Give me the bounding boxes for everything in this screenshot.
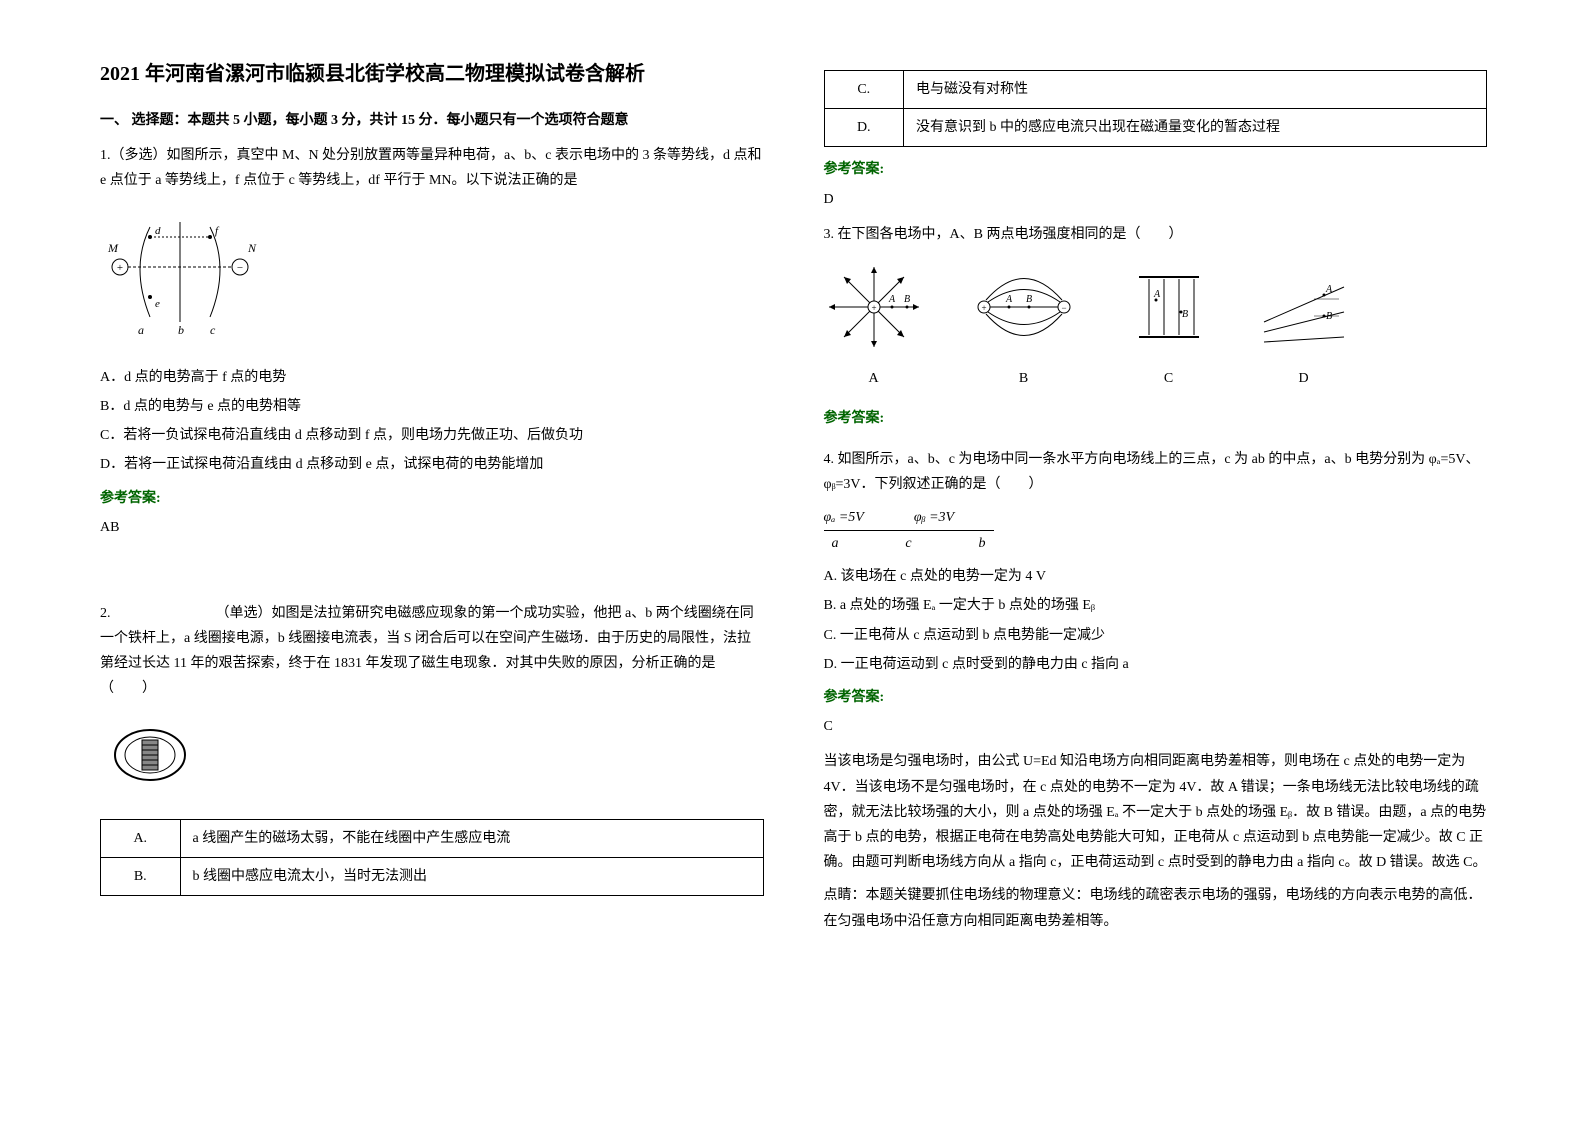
svg-text:+: + — [871, 303, 876, 313]
table-row: A. a 线圈产生的磁场太弱，不能在线圈中产生感应电流 — [101, 819, 764, 857]
q4-text: 4. 如图所示，a、b、c 为电场中同一条水平方向电场线上的三点，c 为 ab … — [824, 447, 1488, 497]
table-row: B. b 线圈中感应电流太小，当时无法测出 — [101, 858, 764, 896]
q2-optC: 电与磁没有对称性 — [904, 71, 1487, 109]
q3-text: 3. 在下图各电场中，A、B 两点电场强度相同的是（ ） — [824, 222, 1488, 247]
svg-text:d: d — [155, 225, 161, 237]
q4-optC: C. 一正电荷从 c 点运动到 b 点电势能一定减少 — [824, 623, 1488, 648]
question-3: 3. 在下图各电场中，A、B 两点电场强度相同的是（ ） + A B — [824, 222, 1488, 432]
q1-answer: AB — [100, 515, 764, 540]
svg-text:B: B — [1326, 311, 1332, 322]
q1-figure: + M − N d f e a — [100, 212, 260, 351]
table-row: D. 没有意识到 b 中的感应电流只出现在磁通量变化的暂态过程 — [824, 109, 1487, 147]
q3-figures: + A B A + — [824, 262, 1488, 391]
q3-labelC: C — [1124, 366, 1214, 391]
q4-answer: C — [824, 714, 1488, 739]
q4-ptC: c — [905, 531, 911, 556]
question-4: 4. 如图所示，a、b、c 为电场中同一条水平方向电场线上的三点，c 为 ab … — [824, 447, 1488, 934]
svg-text:+: + — [117, 262, 123, 274]
q4-figure: φₐ =5V φᵦ =3V a c b — [824, 505, 1488, 556]
svg-text:c: c — [210, 323, 216, 337]
q4-options: A. 该电场在 c 点处的电势一定为 4 V B. a 点处的场强 Eₐ 一定大… — [824, 564, 1488, 677]
q1-optA: A．d 点的电势高于 f 点的电势 — [100, 365, 764, 390]
q1-text: 1.（多选）如图所示，真空中 M、N 处分别放置两等量异种电荷，a、b、c 表示… — [100, 143, 764, 193]
svg-text:A: A — [1005, 294, 1013, 305]
q1-optC: C．若将一负试探电荷沿直线由 d 点移动到 f 点，则电场力先做正功、后做负功 — [100, 423, 764, 448]
q1-optD: D．若将一正试探电荷沿直线由 d 点移动到 e 点，试探电荷的电势能增加 — [100, 452, 764, 477]
svg-text:e: e — [155, 298, 160, 310]
q4-phiB: φᵦ =3V — [914, 505, 954, 530]
q2-answer-label: 参考答案: — [824, 157, 1488, 182]
svg-text:N: N — [247, 241, 257, 255]
q2-optB: b 线圈中感应电流太小，当时无法测出 — [180, 858, 763, 896]
exam-title: 2021 年河南省漯河市临颍县北街学校高二物理模拟试卷含解析 — [100, 60, 764, 88]
svg-text:−: − — [1061, 303, 1066, 313]
table-row: C. 电与磁没有对称性 — [824, 71, 1487, 109]
right-column: C. 电与磁没有对称性 D. 没有意识到 b 中的感应电流只出现在磁通量变化的暂… — [824, 60, 1488, 1062]
q4-ptA: a — [832, 531, 839, 556]
q2-figure — [100, 720, 200, 799]
q1-answer-label: 参考答案: — [100, 486, 764, 511]
svg-text:a: a — [138, 323, 144, 337]
q2-answer: D — [824, 187, 1488, 212]
q3-figA: + A B A — [824, 262, 924, 391]
q4-hint: 点睛：本题关键要抓住电场线的物理意义：电场线的疏密表示电场的强弱，电场线的方向表… — [824, 883, 1488, 933]
q1-options: A．d 点的电势高于 f 点的电势 B．d 点的电势与 e 点的电势相等 C．若… — [100, 365, 764, 478]
q1-optB: B．d 点的电势与 e 点的电势相等 — [100, 394, 764, 419]
svg-text:A: A — [888, 294, 896, 305]
section-1-header: 一、 选择题：本题共 5 小题，每小题 3 分，共计 15 分．每小题只有一个选… — [100, 108, 764, 133]
q3-figB: + − A B B — [964, 262, 1084, 391]
svg-text:B: B — [1026, 294, 1032, 305]
q2-option-table: A. a 线圈产生的磁场太弱，不能在线圈中产生感应电流 B. b 线圈中感应电流… — [100, 819, 764, 896]
q4-ptB: b — [979, 531, 986, 556]
svg-text:B: B — [904, 294, 910, 305]
q4-optB: B. a 点处的场强 Eₐ 一定大于 b 点处的场强 Eᵦ — [824, 593, 1488, 618]
q3-labelB: B — [964, 366, 1084, 391]
q4-optA: A. 该电场在 c 点处的电势一定为 4 V — [824, 564, 1488, 589]
svg-text:B: B — [1182, 309, 1188, 320]
q2-text: 2. （单选）如图是法拉第研究电磁感应现象的第一个成功实验，他把 a、b 两个线… — [100, 601, 764, 702]
svg-text:b: b — [178, 323, 184, 337]
q4-phiA: φₐ =5V — [824, 505, 864, 530]
q2-optD: 没有意识到 b 中的感应电流只出现在磁通量变化的暂态过程 — [904, 109, 1487, 147]
q3-figC: A B C — [1124, 262, 1214, 391]
q4-answer-label: 参考答案: — [824, 685, 1488, 710]
svg-text:−: − — [237, 262, 243, 274]
question-2: 2. （单选）如图是法拉第研究电磁感应现象的第一个成功实验，他把 a、b 两个线… — [100, 601, 764, 896]
left-column: 2021 年河南省漯河市临颍县北街学校高二物理模拟试卷含解析 一、 选择题：本题… — [100, 60, 764, 1062]
q3-labelA: A — [824, 366, 924, 391]
watermark — [100, 555, 764, 591]
q2-option-table-cont: C. 电与磁没有对称性 D. 没有意识到 b 中的感应电流只出现在磁通量变化的暂… — [824, 70, 1488, 147]
q2-optB-label: B. — [101, 858, 181, 896]
q2-optA: a 线圈产生的磁场太弱，不能在线圈中产生感应电流 — [180, 819, 763, 857]
q2-optA-label: A. — [101, 819, 181, 857]
svg-text:M: M — [107, 241, 119, 255]
q4-optD: D. 一正电荷运动到 c 点时受到的静电力由 c 指向 a — [824, 652, 1488, 677]
q3-figD: A B D — [1254, 262, 1354, 391]
svg-text:A: A — [1153, 289, 1161, 300]
q3-answer-label: 参考答案: — [824, 406, 1488, 431]
q4-explanation: 当该电场是匀强电场时，由公式 U=Ed 知沿电场方向相同距离电势差相等，则电场在… — [824, 749, 1488, 875]
svg-text:+: + — [981, 303, 986, 313]
q3-labelD: D — [1254, 366, 1354, 391]
question-1: 1.（多选）如图所示，真空中 M、N 处分别放置两等量异种电荷，a、b、c 表示… — [100, 143, 764, 540]
svg-text:A: A — [1325, 284, 1333, 295]
q2-optD-label: D. — [824, 109, 904, 147]
svg-text:f: f — [215, 225, 220, 237]
q2-optC-label: C. — [824, 71, 904, 109]
